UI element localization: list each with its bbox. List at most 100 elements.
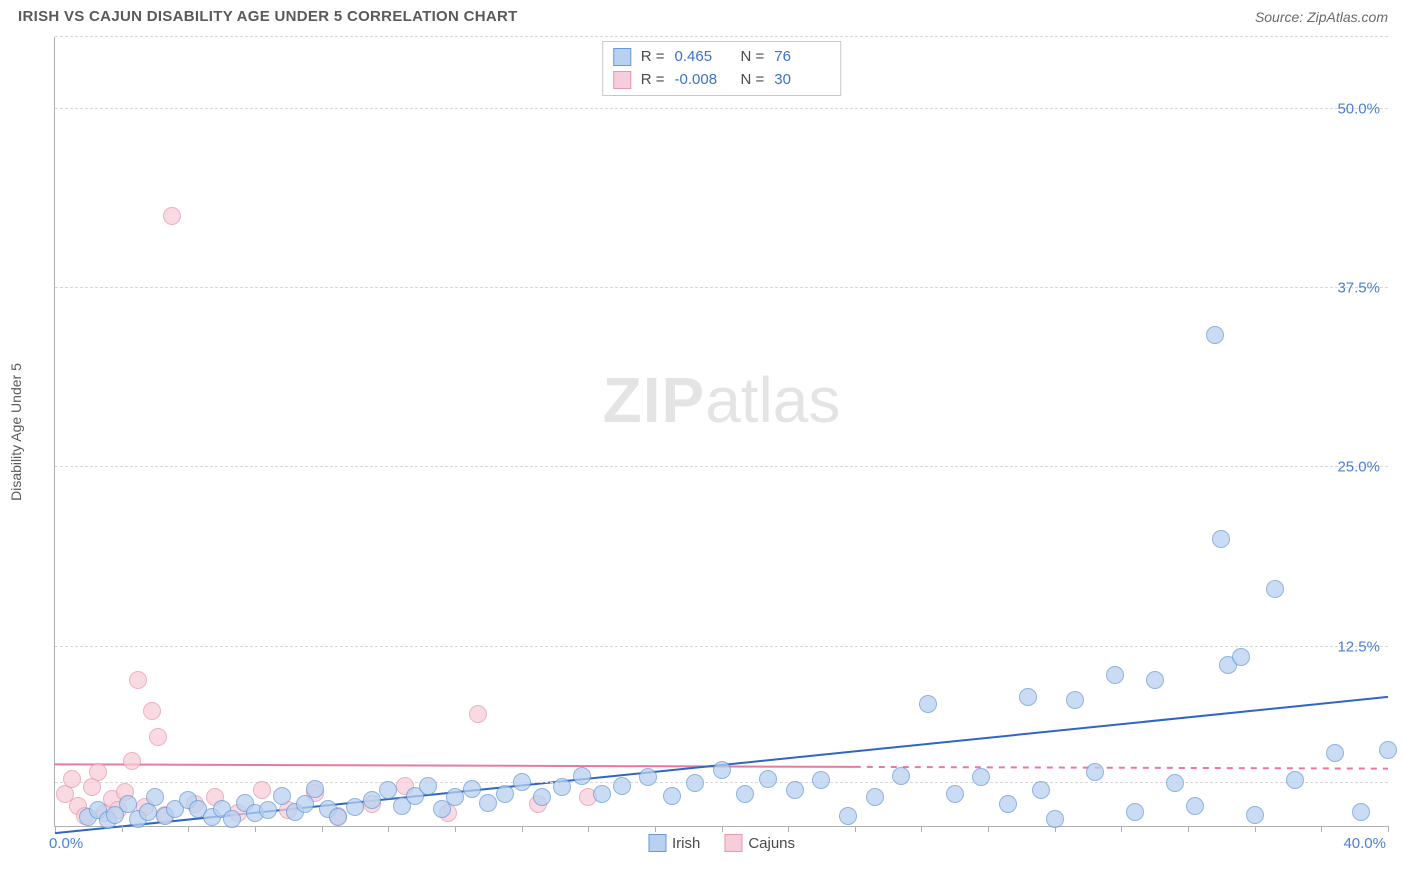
chart-header: IRISH VS CAJUN DISABILITY AGE UNDER 5 CO… — [0, 0, 1406, 37]
data-point-irish — [479, 794, 497, 812]
data-point-irish — [296, 795, 314, 813]
data-point-irish — [573, 767, 591, 785]
data-point-irish — [273, 787, 291, 805]
legend-swatch-irish — [648, 834, 666, 852]
data-point-cajuns — [129, 671, 147, 689]
legend-n-label: N = — [741, 46, 765, 69]
data-point-irish — [1126, 803, 1144, 821]
data-point-cajuns — [469, 705, 487, 723]
legend-swatch-cajuns — [613, 71, 631, 89]
legend-n-cajuns: 30 — [774, 69, 830, 92]
data-point-irish — [419, 777, 437, 795]
data-point-irish — [1232, 648, 1250, 666]
data-point-irish — [146, 788, 164, 806]
data-point-cajuns — [89, 763, 107, 781]
x-tick — [188, 826, 189, 832]
data-point-irish — [513, 773, 531, 791]
data-point-irish — [1206, 326, 1224, 344]
data-point-irish — [1266, 580, 1284, 598]
y-tick-label: 50.0% — [1337, 100, 1380, 117]
data-point-irish — [463, 780, 481, 798]
data-point-irish — [1212, 530, 1230, 548]
data-point-irish — [496, 785, 514, 803]
legend-r-irish: 0.465 — [675, 46, 731, 69]
data-point-irish — [259, 801, 277, 819]
grid-line — [55, 36, 1388, 37]
data-point-irish — [1186, 797, 1204, 815]
data-point-irish — [1246, 806, 1264, 824]
data-point-irish — [866, 788, 884, 806]
legend-r-label: R = — [641, 69, 665, 92]
data-point-cajuns — [149, 728, 167, 746]
watermark: ZIPatlas — [603, 363, 841, 437]
trend-line — [855, 767, 1388, 769]
data-point-irish — [839, 807, 857, 825]
data-point-irish — [919, 695, 937, 713]
data-point-irish — [786, 781, 804, 799]
legend-stats-row: R = -0.008 N = 30 — [613, 69, 831, 92]
legend-item-irish: Irish — [648, 834, 700, 852]
x-tick-label: 0.0% — [49, 835, 83, 852]
y-axis-label: Disability Age Under 5 — [8, 363, 24, 501]
grid-line — [55, 646, 1388, 647]
data-point-irish — [446, 788, 464, 806]
data-point-irish — [946, 785, 964, 803]
data-point-cajuns — [163, 207, 181, 225]
data-point-irish — [346, 798, 364, 816]
x-tick — [1255, 826, 1256, 832]
grid-line — [55, 466, 1388, 467]
x-tick — [588, 826, 589, 832]
x-tick — [322, 826, 323, 832]
x-tick — [1188, 826, 1189, 832]
data-point-irish — [686, 774, 704, 792]
legend-stats: R = 0.465 N = 76 R = -0.008 N = 30 — [602, 41, 842, 96]
watermark-zip: ZIP — [603, 364, 706, 436]
data-point-irish — [1086, 763, 1104, 781]
x-tick — [122, 826, 123, 832]
chart-area: Disability Age Under 5 ZIPatlas R = 0.46… — [18, 37, 1388, 827]
data-point-irish — [593, 785, 611, 803]
data-point-cajuns — [63, 770, 81, 788]
legend-swatch-cajuns — [724, 834, 742, 852]
x-tick — [455, 826, 456, 832]
x-tick — [921, 826, 922, 832]
x-tick — [522, 826, 523, 832]
legend-stats-row: R = 0.465 N = 76 — [613, 46, 831, 69]
legend-series: Irish Cajuns — [648, 834, 795, 852]
legend-item-cajuns: Cajuns — [724, 834, 795, 852]
x-tick — [1321, 826, 1322, 832]
x-tick — [988, 826, 989, 832]
data-point-irish — [1106, 666, 1124, 684]
data-point-irish — [1166, 774, 1184, 792]
legend-n-irish: 76 — [774, 46, 830, 69]
y-tick-label: 37.5% — [1337, 280, 1380, 297]
data-point-irish — [613, 777, 631, 795]
y-tick-label: 25.0% — [1337, 459, 1380, 476]
chart-source: Source: ZipAtlas.com — [1255, 9, 1388, 25]
watermark-atlas: atlas — [705, 364, 840, 436]
data-point-irish — [553, 778, 571, 796]
data-point-irish — [1352, 803, 1370, 821]
data-point-cajuns — [123, 752, 141, 770]
legend-label-irish: Irish — [672, 835, 700, 852]
x-tick — [788, 826, 789, 832]
legend-swatch-irish — [613, 48, 631, 66]
x-tick — [388, 826, 389, 832]
y-tick-label: 12.5% — [1337, 638, 1380, 655]
data-point-irish — [999, 795, 1017, 813]
data-point-irish — [972, 768, 990, 786]
data-point-irish — [1046, 810, 1064, 828]
plot-area: ZIPatlas R = 0.465 N = 76 R = -0.008 N =… — [54, 37, 1388, 827]
legend-label-cajuns: Cajuns — [748, 835, 795, 852]
trend-line — [55, 764, 855, 767]
x-tick — [1121, 826, 1122, 832]
x-tick — [255, 826, 256, 832]
data-point-cajuns — [143, 702, 161, 720]
legend-r-cajuns: -0.008 — [675, 69, 731, 92]
data-point-irish — [759, 770, 777, 788]
data-point-irish — [1032, 781, 1050, 799]
data-point-irish — [1326, 744, 1344, 762]
data-point-irish — [1019, 688, 1037, 706]
data-point-irish — [533, 788, 551, 806]
data-point-irish — [379, 781, 397, 799]
